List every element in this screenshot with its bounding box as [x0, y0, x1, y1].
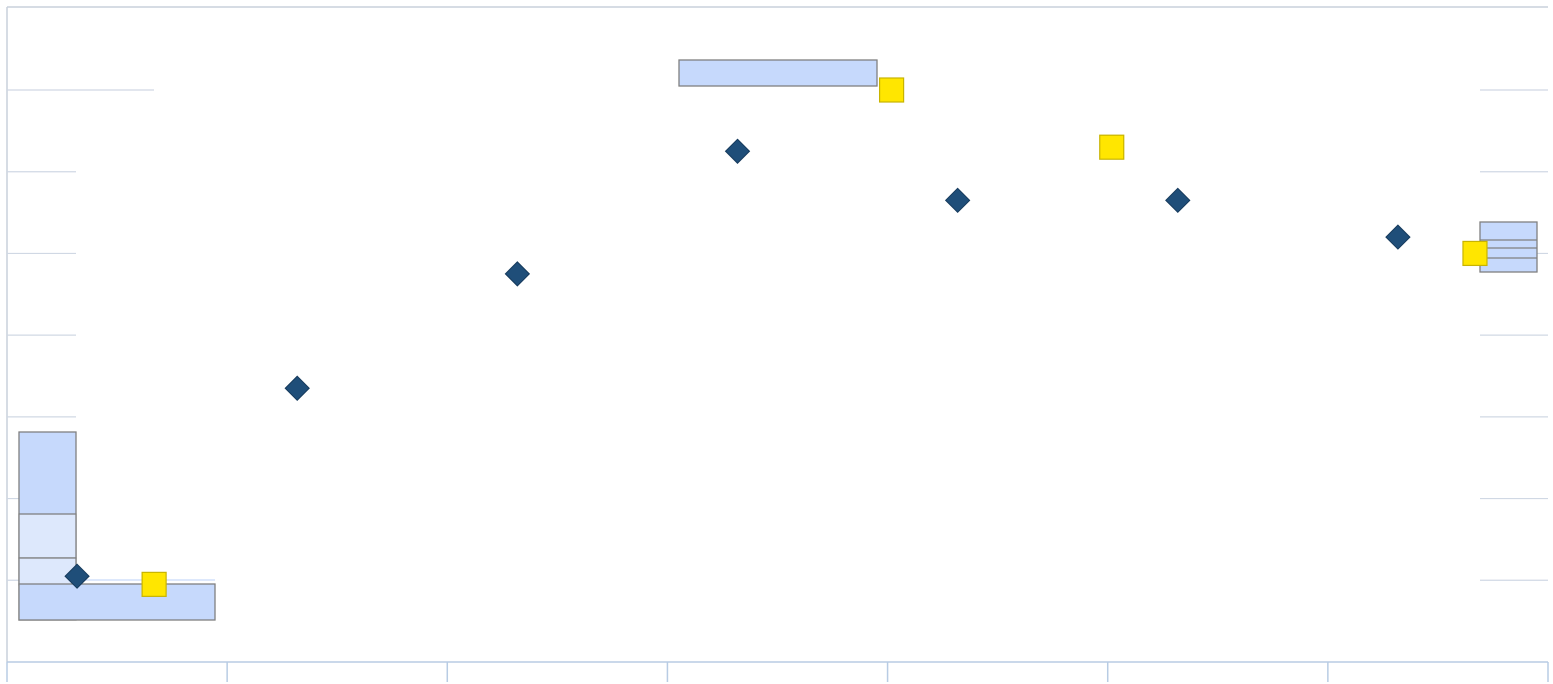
box-shape — [1479, 221, 1538, 273]
data-point-diamond — [1385, 224, 1411, 250]
data-point-square — [141, 571, 167, 597]
data-point-diamond — [284, 375, 310, 401]
box-shape — [18, 583, 216, 621]
box-shape — [678, 59, 878, 87]
data-point-diamond — [944, 187, 971, 214]
data-point-diamond — [64, 563, 90, 589]
data-point-diamond — [1165, 187, 1191, 214]
box-shape — [18, 557, 77, 586]
data-point-diamond — [504, 261, 531, 287]
data-point-square — [878, 77, 905, 103]
data-point-square — [1462, 240, 1488, 267]
box-shape — [18, 513, 77, 559]
data-point-square — [1099, 134, 1125, 160]
data-point-diamond — [724, 138, 751, 164]
